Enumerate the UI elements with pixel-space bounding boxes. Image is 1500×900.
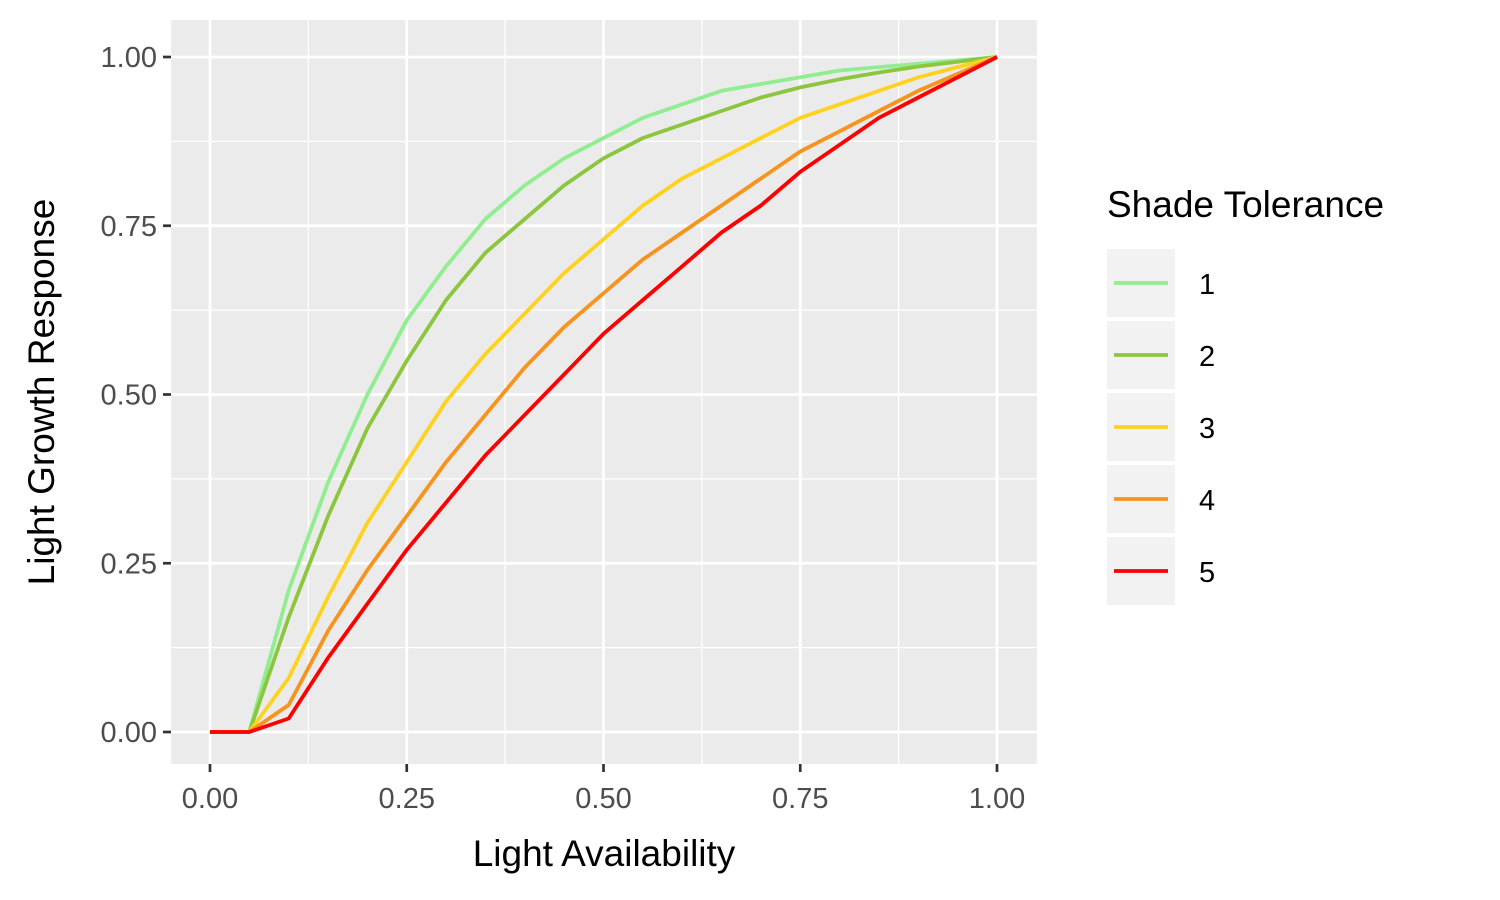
legend: Shade Tolerance 1 2 3 4 5: [1107, 184, 1384, 605]
x-axis-ticks: 0.00 0.25 0.50 0.75 1.00: [182, 764, 1025, 815]
y-tick-label: 0.75: [101, 211, 157, 243]
legend-label-4: 4: [1199, 485, 1215, 517]
y-axis-ticks: 0.00 0.25 0.50 0.75 1.00: [101, 42, 171, 749]
legend-label-3: 3: [1199, 413, 1215, 445]
y-tick-label: 0.50: [101, 380, 157, 412]
x-tick-label: 0.50: [575, 783, 631, 815]
x-tick-label: 0.75: [772, 783, 828, 815]
legend-label-5: 5: [1199, 557, 1215, 589]
y-tick-label: 1.00: [101, 42, 157, 74]
x-axis-title: Light Availability: [473, 833, 736, 874]
x-tick-label: 1.00: [969, 783, 1025, 815]
legend-label-1: 1: [1199, 269, 1215, 301]
y-tick-label: 0.25: [101, 548, 157, 580]
legend-label-2: 2: [1199, 341, 1215, 373]
y-axis-title: Light Growth Response: [21, 199, 62, 586]
legend-title: Shade Tolerance: [1107, 184, 1384, 225]
y-tick-label: 0.00: [101, 717, 157, 749]
x-tick-label: 0.25: [379, 783, 435, 815]
x-tick-label: 0.00: [182, 783, 238, 815]
